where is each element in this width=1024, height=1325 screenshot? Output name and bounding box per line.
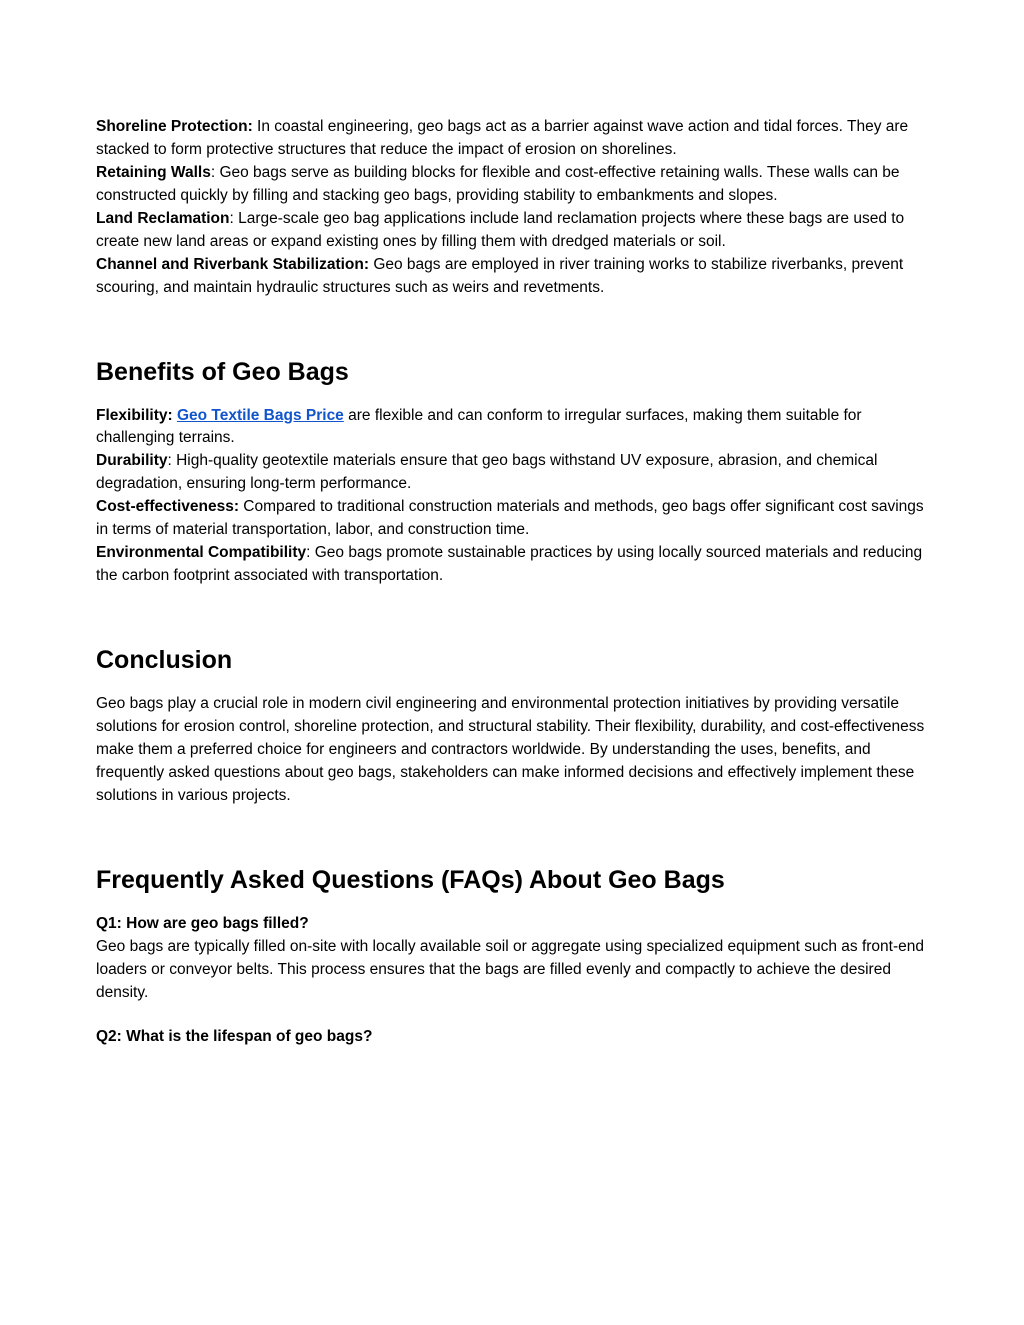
geo-textile-price-link[interactable]: Geo Textile Bags Price — [177, 407, 344, 424]
shoreline-protection: Shoreline Protection: In coastal enginee… — [96, 116, 928, 162]
env-label: Environmental Compatibility — [96, 544, 306, 561]
channel-label: Channel and Riverbank Stabilization: — [96, 256, 369, 273]
benefit-cost: Cost-effectiveness: Compared to traditio… — [96, 496, 928, 542]
faq-heading: Frequently Asked Questions (FAQs) About … — [96, 866, 928, 895]
shoreline-label: Shoreline Protection: — [96, 118, 253, 135]
faq-q1-title: Q1: How are geo bags filled? — [96, 913, 928, 936]
flexibility-label: Flexibility: — [96, 407, 177, 424]
conclusion-heading: Conclusion — [96, 646, 928, 675]
benefit-flexibility: Flexibility: Geo Textile Bags Price are … — [96, 405, 928, 451]
benefit-durability: Durability: High-quality geotextile mate… — [96, 450, 928, 496]
reclamation-label: Land Reclamation — [96, 210, 230, 227]
retaining-label: Retaining Walls — [96, 164, 211, 181]
cost-label: Cost-effectiveness: — [96, 498, 239, 515]
retaining-walls: Retaining Walls: Geo bags serve as build… — [96, 162, 928, 208]
benefits-heading: Benefits of Geo Bags — [96, 358, 928, 387]
durability-label: Durability — [96, 452, 167, 469]
faq-q2-title: Q2: What is the lifespan of geo bags? — [96, 1026, 928, 1049]
retaining-text: : Geo bags serve as building blocks for … — [96, 164, 900, 204]
conclusion-text: Geo bags play a crucial role in modern c… — [96, 693, 928, 808]
benefit-environment: Environmental Compatibility: Geo bags pr… — [96, 542, 928, 588]
durability-text: : High-quality geotextile materials ensu… — [96, 452, 877, 492]
channel-stabilization: Channel and Riverbank Stabilization: Geo… — [96, 254, 928, 300]
land-reclamation: Land Reclamation: Large-scale geo bag ap… — [96, 208, 928, 254]
faq-q1-text: Geo bags are typically filled on-site wi… — [96, 936, 928, 1005]
